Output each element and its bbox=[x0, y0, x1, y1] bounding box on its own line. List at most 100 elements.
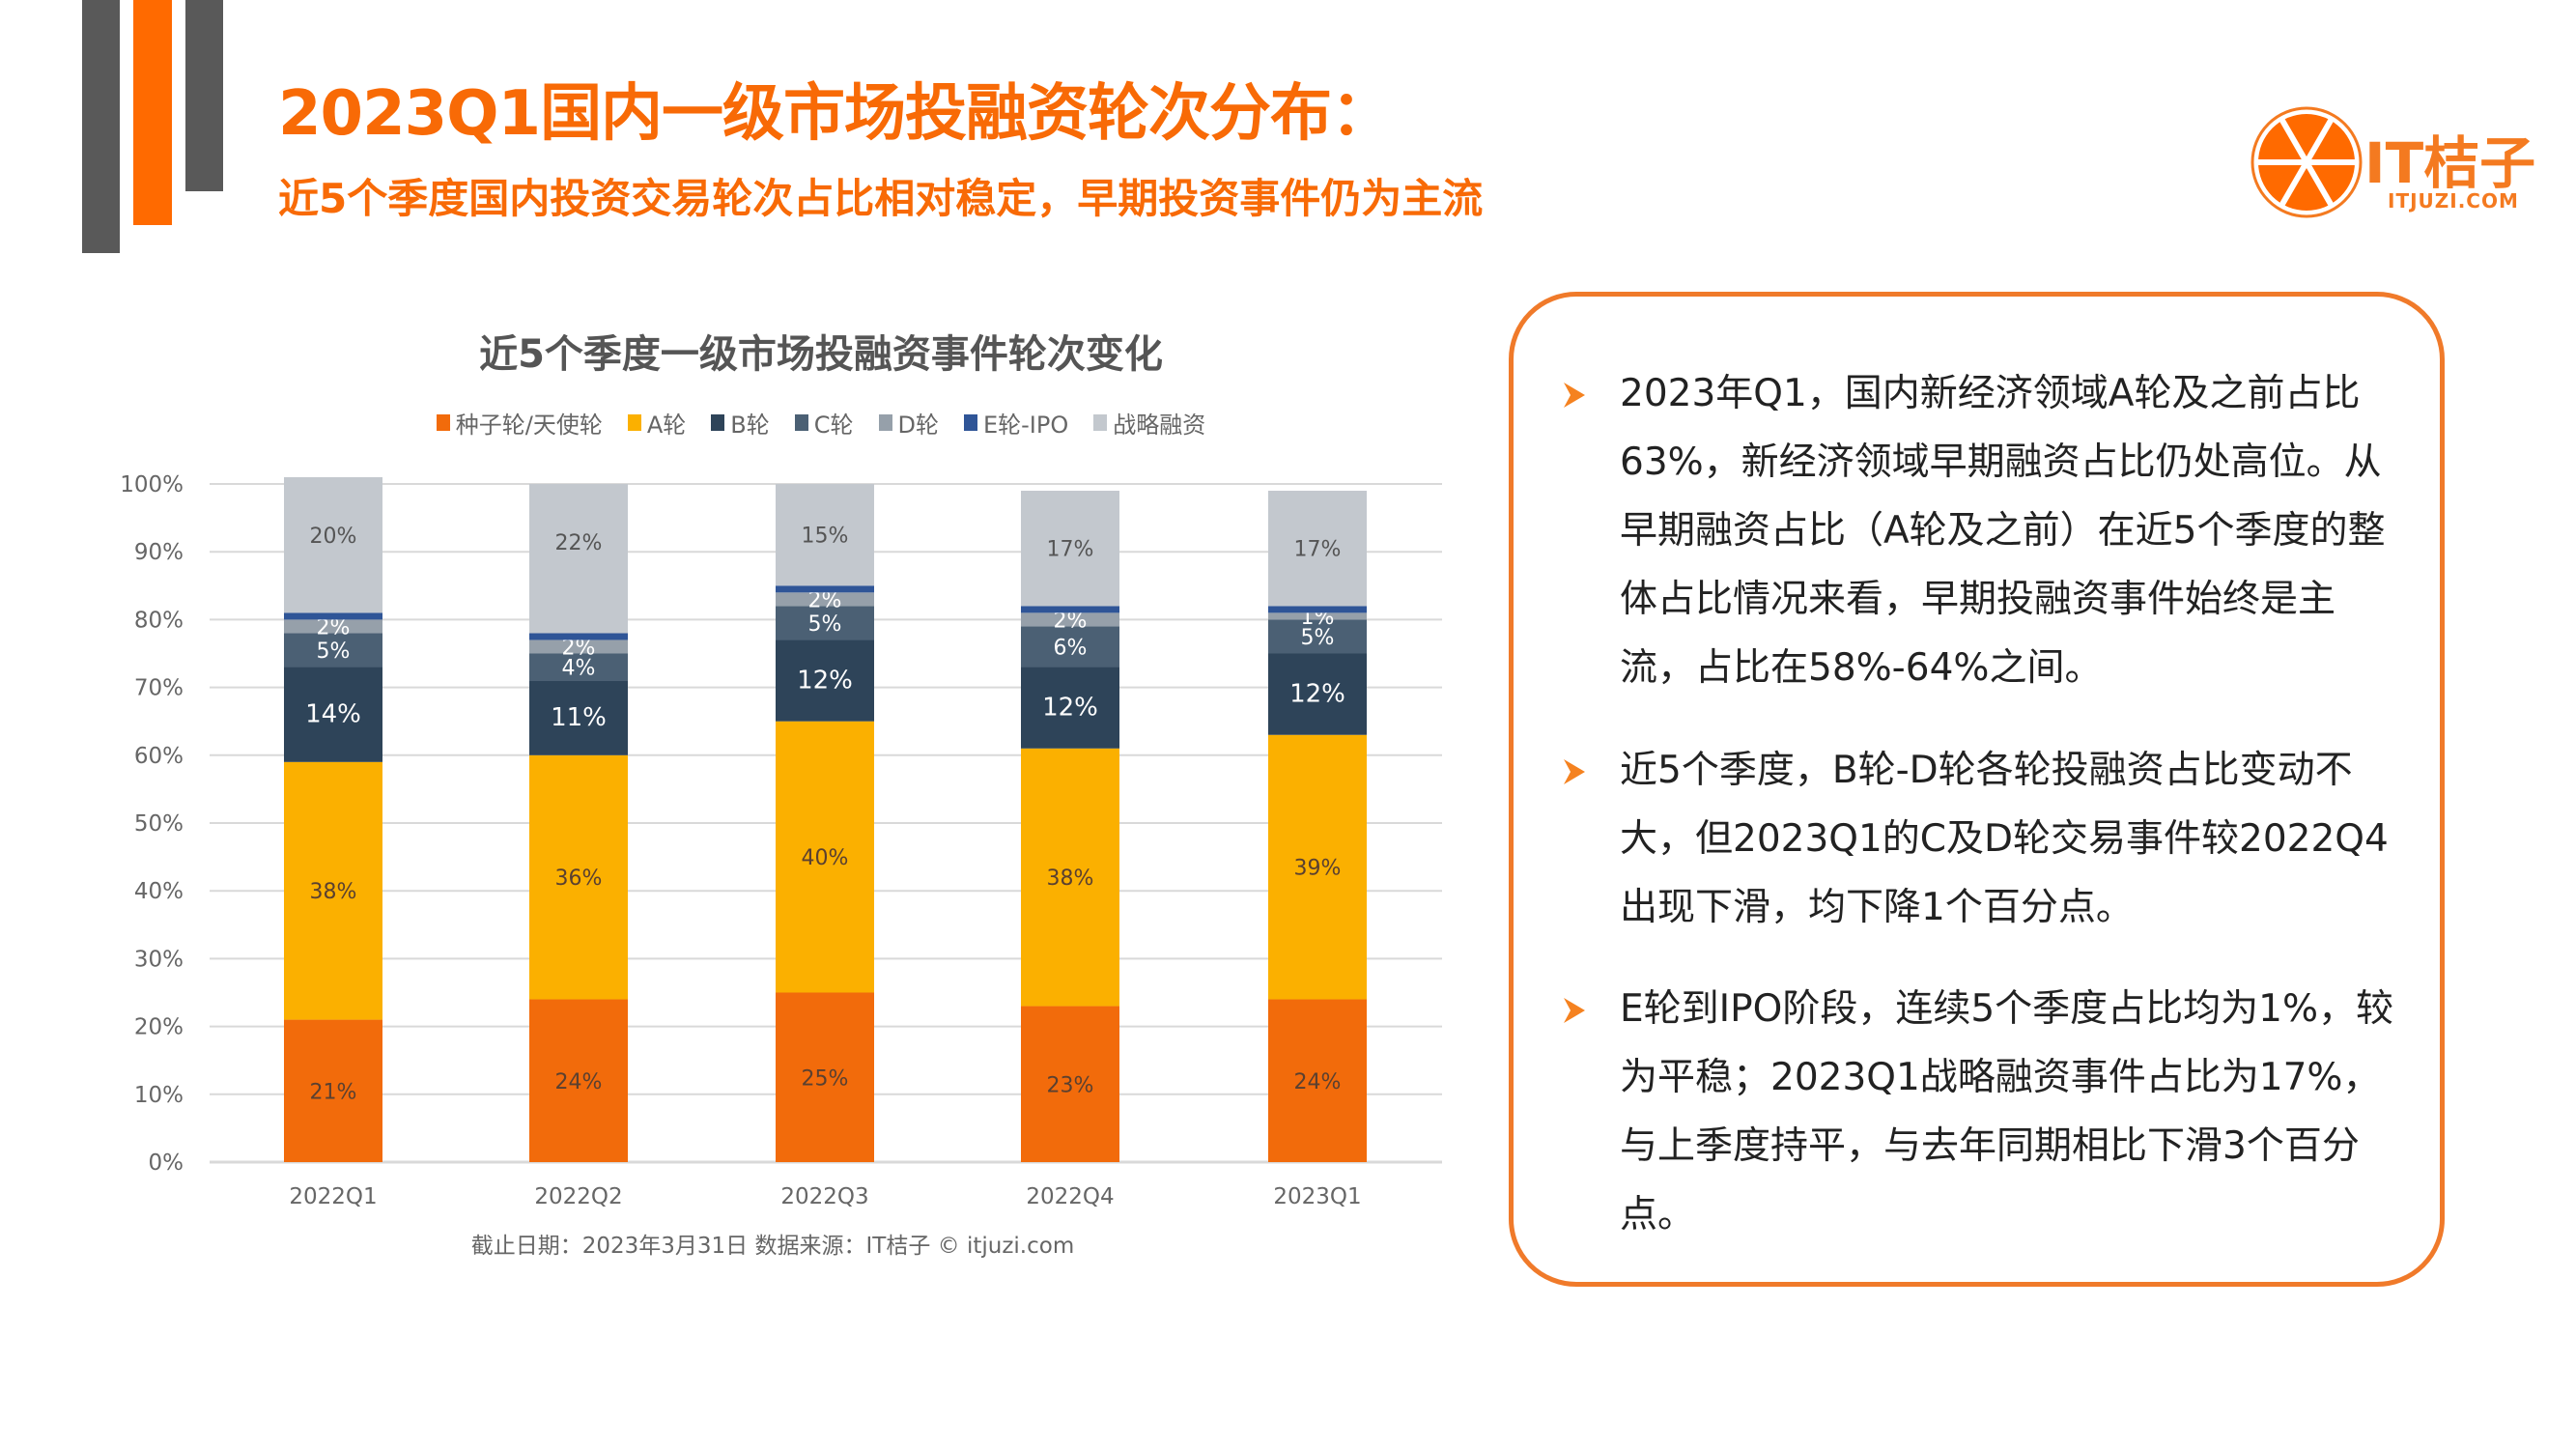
chart-title: 近5个季度一级市场投融资事件轮次变化 bbox=[479, 332, 1163, 377]
x-tick-label: 2022Q1 bbox=[289, 1184, 377, 1209]
bullet-arrow-icon bbox=[1564, 383, 1585, 408]
note-line: 出现下滑，均下降1个百分点。 bbox=[1620, 886, 2134, 929]
y-tick-label: 70% bbox=[134, 676, 184, 701]
data-label: 38% bbox=[1047, 867, 1094, 891]
y-tick-label: 50% bbox=[134, 811, 184, 837]
decor-bar-orange bbox=[133, 0, 172, 225]
bar-segment bbox=[776, 606, 874, 640]
data-label: 6% bbox=[1054, 636, 1088, 660]
note-line: 体占比情况来看，早期投融资事件始终是主 bbox=[1620, 578, 2336, 621]
logo: IT桔子 ITJUZI.COM bbox=[2222, 97, 2550, 232]
bar-segment bbox=[1021, 667, 1119, 749]
bar-segment bbox=[776, 592, 874, 607]
data-label: 12% bbox=[1289, 680, 1345, 709]
legend-label: 战略融资 bbox=[1113, 412, 1206, 439]
y-tick-label: 100% bbox=[120, 472, 184, 497]
data-label: 21% bbox=[310, 1080, 357, 1104]
bar-segment bbox=[776, 639, 874, 722]
logo-name: IT桔子 bbox=[2364, 130, 2536, 196]
legend-swatch bbox=[878, 414, 892, 431]
note-line: 早期融资占比（A轮及之前）在近5个季度的整 bbox=[1620, 509, 2386, 553]
bar-segment bbox=[776, 721, 874, 993]
bar-segment bbox=[284, 667, 382, 762]
data-label: 5% bbox=[317, 639, 351, 664]
note-line: 点。 bbox=[1620, 1193, 1696, 1236]
x-tick-label: 2022Q3 bbox=[780, 1184, 868, 1209]
legend-swatch bbox=[627, 414, 641, 431]
note-line: 与上季度持平，与去年同期相比下滑3个百分 bbox=[1620, 1124, 2360, 1168]
page-subtitle: 近5个季度国内投资交易轮次占比相对稳定，早期投资事件仍为主流 bbox=[278, 175, 1484, 222]
legend-item: 战略融资 bbox=[1093, 406, 1205, 440]
analysis-box: 2023年Q1，国内新经济领域A轮及之前占比 63%，新经济领域早期融资占比仍处高… bbox=[1509, 292, 2445, 1287]
bar-segment bbox=[284, 612, 382, 620]
legend-item: B轮 bbox=[711, 406, 770, 440]
data-label: 14% bbox=[305, 700, 361, 729]
data-label: 24% bbox=[1294, 1070, 1342, 1094]
data-label: 36% bbox=[555, 867, 603, 891]
logo-domain: ITJUZI.COM bbox=[2388, 189, 2519, 213]
legend-label: B轮 bbox=[730, 412, 770, 439]
stacked-bar-chart: 0% 10% 20% 30% 40% 50% 60% 70% 80% 90% 100% 21% 38% 1… bbox=[120, 472, 1442, 1209]
legend-swatch bbox=[963, 414, 977, 431]
bar-segment bbox=[529, 653, 628, 681]
data-label: 38% bbox=[310, 880, 357, 904]
note-paragraph: 近5个季度，B轮-D轮各轮投融资占比变动不 大，但2023Q1的C及D轮交易事件较… bbox=[1620, 736, 2389, 942]
note-paragraph: E轮到IPO阶段，连续5个季度占比均为1%，较 为平稳；2023Q1战略融资事件占… bbox=[1620, 975, 2393, 1249]
legend-label: A轮 bbox=[646, 412, 687, 439]
y-tick-label: 30% bbox=[134, 947, 184, 972]
chart-legend: 种子轮/天使轮 A轮 B轮 C轮 D轮 E轮-IPO 战略融资 bbox=[193, 406, 1449, 440]
y-tick-label: 80% bbox=[134, 608, 184, 633]
bar-segment bbox=[284, 619, 382, 634]
bar-segment bbox=[1268, 653, 1367, 735]
data-label: 2% bbox=[317, 615, 351, 639]
data-label: 12% bbox=[797, 667, 853, 696]
y-tick-label: 20% bbox=[134, 1015, 184, 1040]
bar-segment bbox=[1021, 1006, 1119, 1162]
legend-item: E轮-IPO bbox=[963, 406, 1068, 440]
bar-segment bbox=[529, 633, 628, 640]
note-line: 大，但2023Q1的C及D轮交易事件较2022Q4 bbox=[1620, 817, 2389, 861]
bar-segment bbox=[529, 754, 628, 1000]
data-label: 25% bbox=[802, 1066, 849, 1091]
note-line: E轮到IPO阶段，连续5个季度占比均为1%，较 bbox=[1620, 987, 2394, 1031]
bar-segment bbox=[776, 585, 874, 593]
data-label: 2% bbox=[1054, 609, 1088, 633]
decor-bar-gray bbox=[82, 0, 120, 253]
data-label: 4% bbox=[562, 657, 596, 681]
data-label: 17% bbox=[1047, 538, 1094, 562]
y-tick-label: 10% bbox=[134, 1083, 184, 1108]
data-label: 5% bbox=[808, 612, 842, 637]
bar-segment bbox=[1021, 606, 1119, 613]
bar-segment bbox=[529, 999, 628, 1162]
bar-segment bbox=[1268, 999, 1367, 1162]
bar-segment bbox=[284, 476, 382, 613]
page-title: 2023Q1国内一级市场投融资轮次分布： bbox=[278, 78, 1393, 150]
bullet-arrow-icon bbox=[1564, 998, 1585, 1023]
x-tick-label: 2023Q1 bbox=[1273, 1184, 1361, 1209]
y-tick-label: 90% bbox=[134, 540, 184, 565]
data-label: 24% bbox=[555, 1070, 603, 1094]
bar-segment bbox=[284, 761, 382, 1020]
y-tick-label: 40% bbox=[134, 879, 184, 904]
bar-segment bbox=[1268, 491, 1367, 607]
legend-item: 种子轮/天使轮 bbox=[436, 406, 603, 440]
data-label: 15% bbox=[802, 525, 849, 549]
bar-segment bbox=[529, 484, 628, 634]
bar-segment bbox=[1268, 734, 1367, 1000]
bar-segment bbox=[1268, 612, 1367, 620]
legend-swatch bbox=[436, 414, 450, 431]
bar-segment bbox=[1021, 491, 1119, 607]
data-label: 12% bbox=[1042, 694, 1098, 723]
bar-segment bbox=[1021, 626, 1119, 668]
data-label: 23% bbox=[1047, 1073, 1094, 1097]
legend-item: C轮 bbox=[794, 406, 854, 440]
bar-segment bbox=[776, 992, 874, 1162]
data-label: 39% bbox=[1294, 857, 1342, 881]
data-label: 22% bbox=[555, 531, 603, 555]
data-label: 40% bbox=[802, 846, 849, 870]
y-tick-label: 0% bbox=[149, 1151, 184, 1176]
bar-segment bbox=[529, 639, 628, 654]
bar-segment bbox=[776, 484, 874, 586]
note-line: 2023年Q1，国内新经济领域A轮及之前占比 bbox=[1620, 372, 2361, 415]
bar-segment bbox=[1021, 612, 1119, 627]
